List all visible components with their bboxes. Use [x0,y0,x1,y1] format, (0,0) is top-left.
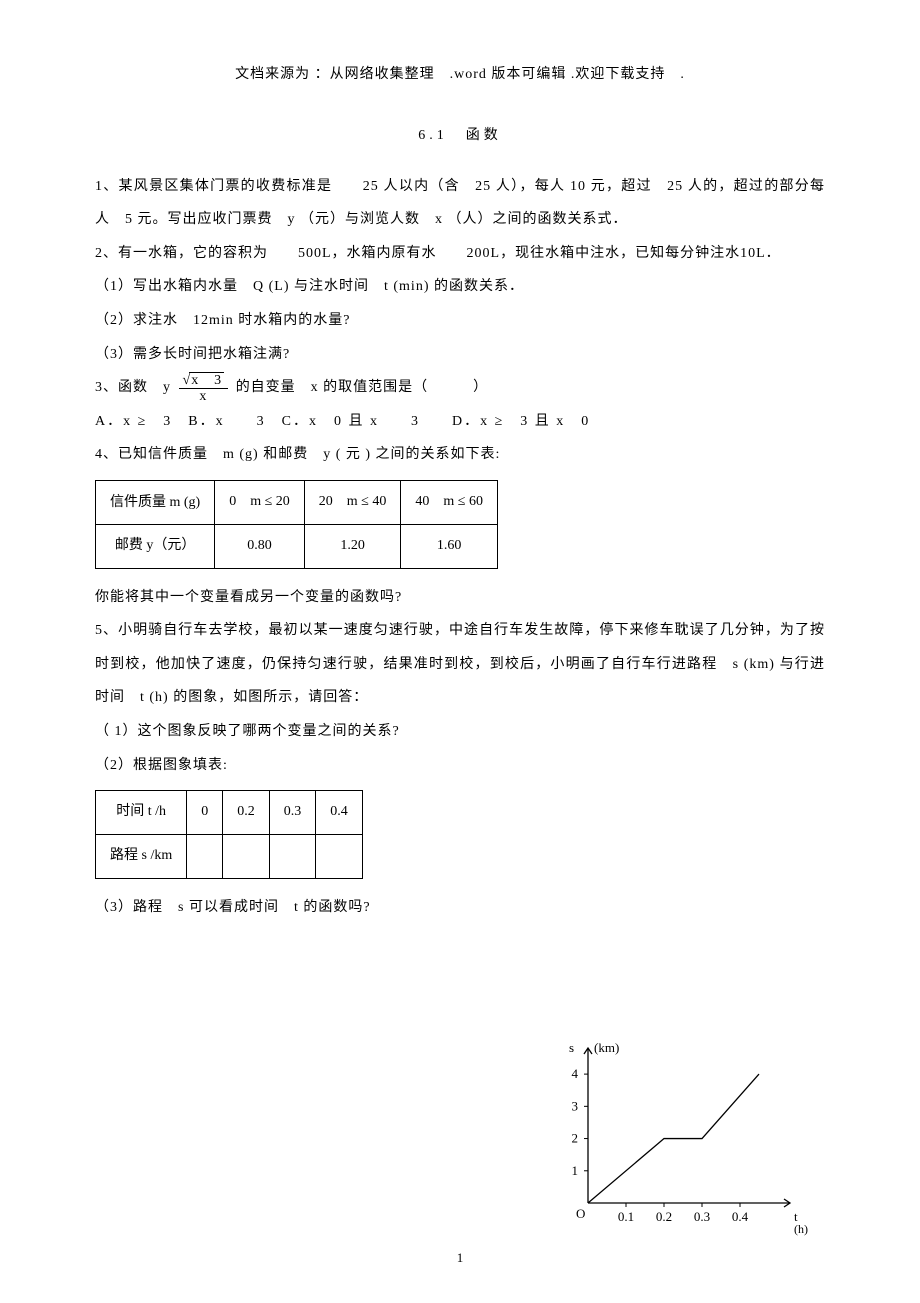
table-row: 邮费 y（元） 0.80 1.20 1.60 [96,524,498,568]
chart: 12340.10.20.30.4Os(km)t(h) [550,1038,810,1238]
t4-v3: 1.60 [401,524,498,568]
table-row: 信件质量 m (g) 0 m ≤ 20 20 m ≤ 40 40 m ≤ 60 [96,480,498,524]
t4-v1: 0.80 [215,524,305,568]
svg-text:s: s [569,1040,574,1055]
svg-text:0.4: 0.4 [732,1209,749,1224]
svg-text:0.1: 0.1 [618,1209,634,1224]
page-number: 1 [0,1244,920,1273]
svg-text:0.3: 0.3 [694,1209,710,1224]
svg-text:3: 3 [572,1098,579,1113]
question-2-intro: 2、有一水箱，它的容积为 500L，水箱内原有水 200L，现往水箱中注水，已知… [95,237,825,271]
question-2-1: （1）写出水箱内水量 Q (L) 与注水时间 t (min) 的函数关系． [95,270,825,304]
question-5-3: （3）路程 s 可以看成时间 t 的函数吗? [95,891,825,925]
t5-r2-label: 路程 s /km [96,834,187,878]
question-3: 3、函数 y √x 3 x 的自变量 x 的取值范围是（ ） [95,371,825,405]
question-4-tail: 你能将其中一个变量看成另一个变量的函数吗? [95,581,825,615]
table-row: 时间 t /h 0 0.2 0.3 0.4 [96,791,363,835]
question-5-intro: 5、小明骑自行车去学校，最初以某一速度匀速行驶，中途自行车发生故障，停下来修车耽… [95,614,825,715]
q3-den: x [179,389,229,404]
table-row: 路程 s /km [96,834,363,878]
t5-c0: 0 [187,791,223,835]
t5-v3 [316,834,363,878]
sqrt-icon: √x 3 [183,372,225,388]
section-title: 6.1 函数 [95,121,825,152]
header-note: 文档来源为 ：从网络收集整理 .word 版本可编辑 .欢迎下载支持 . [95,60,825,91]
t5-r1-label: 时间 t /h [96,791,187,835]
t5-c2: 0.3 [269,791,316,835]
svg-text:O: O [576,1206,585,1221]
question-3-options: A．x ≥ 3 B．x 3 C．x 0 且 x 3 D．x ≥ 3 且 x 0 [95,405,825,439]
question-1: 1、某风景区集体门票的收费标准是 25 人以内（含 25 人），每人 10 元，… [95,170,825,237]
q3-pre: 3、函数 y [95,380,171,395]
t4-c2: 20 m ≤ 40 [304,480,401,524]
t4-r2-label: 邮费 y（元） [96,524,215,568]
table-5: 时间 t /h 0 0.2 0.3 0.4 路程 s /km [95,790,363,879]
t4-v2: 1.20 [304,524,401,568]
chart-svg: 12340.10.20.30.4Os(km)t(h) [550,1038,810,1238]
q3-fraction: √x 3 x [179,372,229,405]
q3-post: 的自变量 x 的取值范围是（ ） [236,380,489,395]
question-2-2: （2）求注水 12min 时水箱内的水量? [95,304,825,338]
svg-text:1: 1 [572,1163,579,1178]
t4-r1-label: 信件质量 m (g) [96,480,215,524]
svg-text:(km): (km) [594,1040,619,1055]
t4-c1: 0 m ≤ 20 [215,480,305,524]
t4-r1-label-text: 信件质量 m (g) [110,495,200,510]
svg-text:0.2: 0.2 [656,1209,672,1224]
q3-num-inner: x 3 [189,372,224,388]
svg-text:(h): (h) [794,1222,808,1236]
question-2-3: （3）需多长时间把水箱注满? [95,338,825,372]
svg-text:2: 2 [572,1131,579,1146]
t5-v1 [223,834,270,878]
question-4-intro: 4、已知信件质量 m (g) 和邮费 y ( 元 ) 之间的关系如下表: [95,438,825,472]
t5-v2 [269,834,316,878]
t4-c3: 40 m ≤ 60 [401,480,498,524]
t5-v0 [187,834,223,878]
question-5-2: （2）根据图象填表: [95,749,825,783]
table-4: 信件质量 m (g) 0 m ≤ 20 20 m ≤ 40 40 m ≤ 60 … [95,480,498,569]
t5-c3: 0.4 [316,791,363,835]
svg-text:4: 4 [572,1066,579,1081]
t5-c1: 0.2 [223,791,270,835]
question-5-1: （ 1）这个图象反映了哪两个变量之间的关系? [95,715,825,749]
